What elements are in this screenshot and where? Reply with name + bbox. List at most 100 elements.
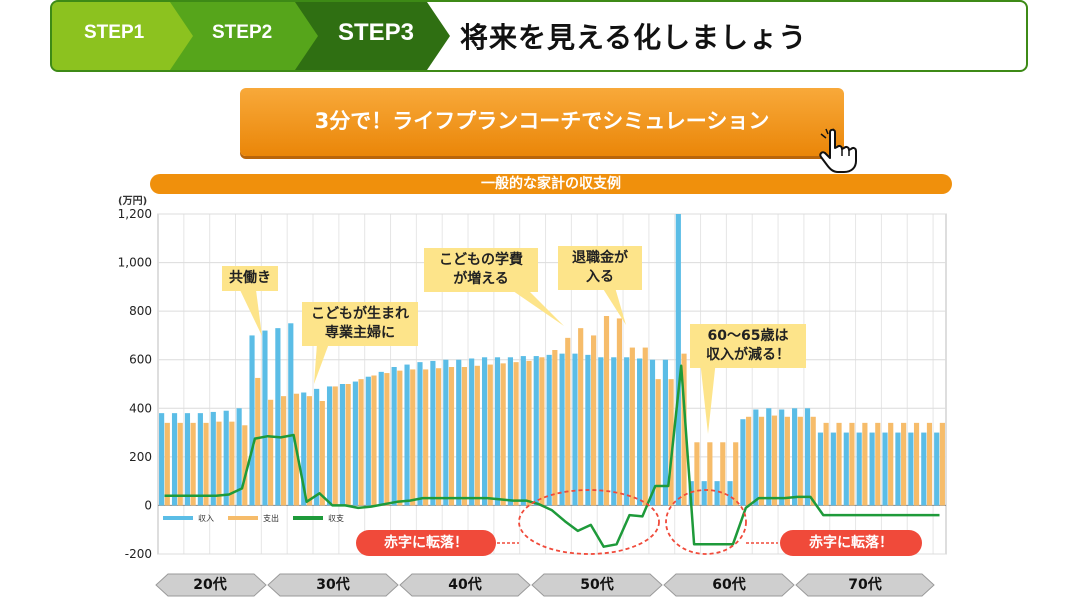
- expense-bar: [203, 422, 209, 506]
- callout-tuition: こどもの学費 が増える: [424, 248, 538, 292]
- income-bar: [262, 330, 268, 506]
- expense-bar: [810, 416, 816, 506]
- callout-retirement-line2: 入る: [586, 269, 614, 285]
- expense-bar: [255, 377, 261, 506]
- callout-income-decrease: 60〜65歳は 収入が減る！: [690, 324, 806, 368]
- income-bar: [533, 356, 539, 506]
- expense-bar: [474, 365, 480, 506]
- income-bar: [869, 432, 875, 506]
- expense-bar: [720, 442, 726, 506]
- callout-child-born-line2: 専業主婦に: [325, 325, 395, 341]
- step-progress-bar: STEP1 STEP2 STEP3 将来を見える化しましょう: [50, 0, 1028, 72]
- income-bar: [365, 376, 371, 506]
- chart-title: 一般的な家計の収支例: [150, 174, 952, 194]
- age-label-50s: 50代: [580, 577, 614, 593]
- step2-label: STEP2: [212, 22, 273, 43]
- income-bar: [882, 432, 888, 506]
- expense-bar: [733, 442, 739, 506]
- y-tick-label: 400: [129, 401, 152, 415]
- expense-bar: [319, 401, 325, 506]
- income-bar: [339, 384, 346, 506]
- expense-bar: [306, 396, 312, 506]
- y-tick-label: 0: [144, 498, 152, 512]
- expense-bar: [797, 416, 803, 506]
- income-bar: [352, 381, 358, 506]
- income-bar: [288, 323, 294, 506]
- y-tick-label: 200: [129, 450, 152, 464]
- income-bar: [934, 432, 940, 506]
- income-bar: [753, 409, 759, 506]
- income-bar: [443, 359, 449, 506]
- expense-bar: [862, 422, 868, 506]
- expense-bar: [358, 379, 364, 506]
- callout-tuition-line2: が増える: [453, 271, 509, 287]
- income-bar: [779, 409, 785, 506]
- expense-bar: [746, 416, 752, 506]
- income-bar: [159, 413, 165, 506]
- expense-bar: [513, 362, 519, 506]
- expense-bar: [177, 422, 183, 506]
- expense-bar: [539, 357, 545, 506]
- simulation-button[interactable]: 3分で！ライフプランコーチでシミュレーション: [240, 88, 844, 156]
- expense-bar: [836, 422, 842, 506]
- income-bar: [843, 432, 849, 506]
- expense-bar: [384, 373, 390, 506]
- callout-retirement-line1: 退職金が: [572, 250, 628, 266]
- income-bar: [223, 410, 229, 506]
- callout-child-born: こどもが生まれ 専業主婦に: [302, 302, 418, 346]
- income-bar: [404, 364, 410, 506]
- income-bar: [275, 328, 281, 506]
- callout-dual-income: 共働き: [222, 266, 278, 291]
- legend-swatch-balance: [293, 516, 323, 520]
- expense-bar: [448, 367, 455, 506]
- income-bar: [210, 411, 216, 506]
- age-range-arrow: [267, 573, 399, 597]
- deficit-label-60s: 赤字に転落！: [780, 530, 922, 556]
- callout-income-decrease-line2: 収入が減る！: [706, 347, 790, 363]
- expense-bar: [371, 375, 377, 506]
- legend-swatch-income: [163, 516, 193, 520]
- expense-bar: [565, 337, 571, 506]
- legend: 収入 支出 収支: [163, 513, 344, 523]
- expense-bar: [435, 368, 442, 506]
- income-bar: [546, 354, 552, 506]
- income-bar: [559, 353, 565, 506]
- income-bar: [895, 432, 901, 506]
- income-bar: [417, 362, 423, 506]
- income-bar: [572, 353, 578, 506]
- expense-bar: [500, 363, 506, 506]
- income-bar: [830, 432, 836, 506]
- expense-bar: [758, 416, 765, 506]
- expense-bar: [591, 335, 597, 506]
- income-bar: [662, 359, 669, 506]
- expense-bar: [268, 399, 274, 506]
- income-bar: [766, 408, 772, 506]
- age-label-20s: 20代: [193, 577, 227, 593]
- income-bar: [520, 356, 526, 506]
- income-bar: [171, 413, 178, 506]
- income-bar: [314, 388, 320, 506]
- expense-bar: [397, 370, 403, 506]
- age-range-arrow: [531, 573, 663, 597]
- expense-bar: [164, 422, 170, 506]
- income-bar: [908, 432, 914, 506]
- income-bar: [378, 371, 384, 506]
- callout-tuition-line1: こどもの学費: [439, 252, 523, 268]
- income-bar: [249, 335, 255, 506]
- step1-segment: [52, 2, 193, 70]
- expense-bar: [423, 369, 429, 506]
- expense-bar: [526, 360, 532, 506]
- income-bar: [856, 432, 862, 506]
- expense-bar: [771, 415, 778, 506]
- income-bar: [675, 214, 681, 506]
- income-bar: [469, 358, 475, 506]
- expense-bar: [229, 421, 235, 506]
- legend-label-expense: 支出: [263, 513, 279, 523]
- income-bar: [804, 408, 811, 506]
- expense-bar: [280, 396, 287, 506]
- income-bar: [727, 481, 733, 506]
- income-bar: [714, 481, 720, 506]
- expense-bar: [888, 422, 894, 506]
- expense-bar: [901, 422, 907, 506]
- income-bar: [481, 357, 488, 506]
